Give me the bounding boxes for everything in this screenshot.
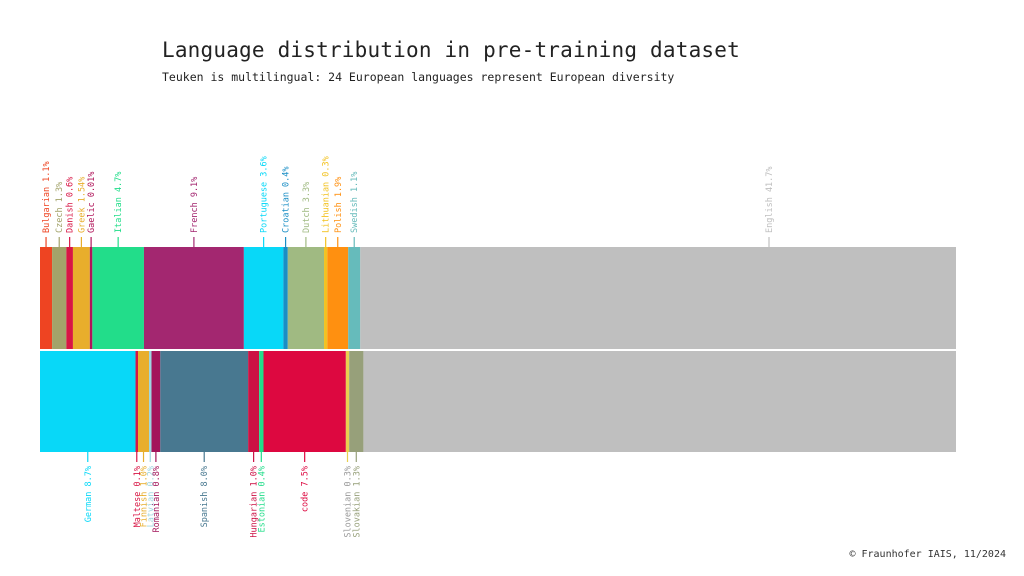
bar-segment-slovakian-row2	[349, 351, 364, 452]
segment-label: Swedish 1.1%	[350, 172, 360, 233]
copyright-notice: © Fraunhofer IAIS, 11/2024	[849, 549, 1006, 560]
bar-segment-italian-row1	[92, 247, 144, 349]
bar-segment-portuguese-row1	[243, 247, 284, 349]
segment-label: Dutch 3.3%	[302, 182, 312, 233]
segment-label: Portuguese 3.6%	[260, 156, 270, 233]
bar-segment-czech-row1	[52, 247, 67, 349]
segment-label: Lithuanian 0.3%	[322, 156, 332, 233]
segment-label: Gaelic 0.01%	[87, 172, 97, 233]
segment-label: Estonian 0.4%	[257, 466, 267, 533]
bar-segment-dutch-row1	[287, 247, 325, 349]
bar-segment-romanian-row2	[151, 351, 161, 452]
bar-segment-hungarian-row2	[248, 351, 260, 452]
bar-segment-estonian-row2	[259, 351, 264, 452]
bar-segment-greek-row1	[72, 247, 90, 349]
segment-label: Hungarian 1.0%	[250, 466, 260, 538]
bar-segment-latvian-row2	[149, 351, 152, 452]
segment-label: Croatian 0.4%	[282, 166, 292, 233]
segment-label: Polish 1.9%	[334, 177, 344, 233]
bar-segment-maltese-row2	[135, 351, 139, 452]
chart-title: Language distribution in pre-training da…	[162, 38, 740, 62]
segment-label: Danish 0.6%	[66, 177, 76, 233]
bar-segment-french-row1	[143, 247, 244, 349]
segment-label: code 7.5%	[301, 466, 311, 512]
bar-segment-lithuanian-row1	[324, 247, 328, 349]
bar-segment-german-row2	[40, 351, 136, 452]
bar-segment-polish-row1	[327, 247, 349, 349]
bar-segment-slovenian-row2	[345, 351, 350, 452]
bar-segment-english-row1	[360, 247, 956, 349]
bar-segment-gaelic-row1	[89, 247, 93, 349]
segment-label: Italian 4.7%	[114, 172, 124, 233]
bar-segment-english-row2	[363, 351, 956, 452]
segment-label: French 9.1%	[190, 177, 200, 233]
bar-segment-code-row2	[263, 351, 346, 452]
chart-subtitle: Teuken is multilingual: 24 European lang…	[162, 70, 675, 84]
segment-label: Finnish 1.0%	[140, 466, 150, 527]
segment-label: Spanish 8.0%	[200, 466, 210, 527]
segment-label: Czech 1.3%	[55, 182, 65, 233]
bar-segment-spanish-row2	[160, 351, 249, 452]
bar-segment-finnish-row2	[138, 351, 150, 452]
segment-label: Greek 1.54%	[77, 177, 87, 233]
segment-label: Slovakian 1.3%	[352, 466, 362, 538]
segment-label: German 8.7%	[84, 466, 94, 522]
segment-label: Latvian 0.2%	[146, 466, 156, 527]
segment-label: English 41.7%	[765, 166, 775, 233]
segment-label: Romanian 0.8%	[152, 466, 162, 533]
bar-segment-croatian-row1	[283, 247, 288, 349]
segment-label: Maltese 0.1%	[133, 466, 143, 527]
bar-segment-swedish-row1	[348, 247, 361, 349]
bar-segment-bulgarian-row1	[40, 247, 53, 349]
bar-segment-danish-row1	[66, 247, 73, 349]
segment-label: Bulgarian 1.1%	[42, 161, 52, 233]
segment-label: Slovenian 0.3%	[343, 466, 353, 538]
